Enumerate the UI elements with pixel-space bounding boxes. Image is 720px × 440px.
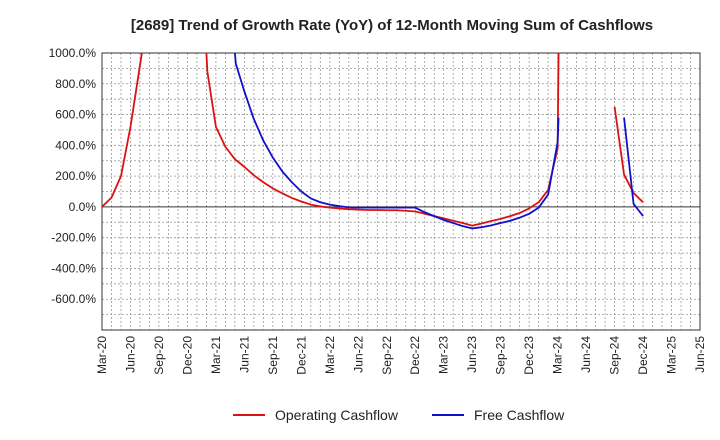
x-tick-label: Dec-22 — [408, 336, 422, 375]
x-tick-label: Sep-21 — [266, 336, 280, 375]
y-tick-label: 400.0% — [55, 138, 96, 152]
x-tick-label: Jun-20 — [123, 336, 137, 373]
x-tick-label: Dec-21 — [294, 336, 308, 375]
y-tick-label: 0.0% — [69, 200, 97, 214]
x-tick-label: Jun-24 — [579, 336, 593, 373]
plot-background — [102, 53, 700, 330]
x-tick-label: Sep-22 — [380, 336, 394, 375]
y-tick-label: 800.0% — [55, 77, 96, 91]
y-tick-label: -400.0% — [51, 261, 96, 275]
x-tick-label: Sep-24 — [608, 336, 622, 375]
legend: Operating Cashflow Free Cashflow — [233, 407, 565, 423]
x-tick-label: Mar-25 — [665, 336, 679, 374]
x-tick-label: Sep-20 — [152, 336, 166, 375]
x-tick-label: Mar-23 — [437, 336, 451, 374]
legend-label: Free Cashflow — [474, 407, 565, 423]
x-tick-label: Mar-21 — [209, 336, 223, 374]
chart-title: [2689] Trend of Growth Rate (YoY) of 12-… — [131, 17, 653, 34]
series-line-free-cashflow — [233, 53, 644, 230]
plot-frame — [101, 52, 701, 331]
x-tick-label: Mar-22 — [323, 336, 337, 374]
plot-area: 1000.0% 800.0% 600.0% 400.0% 200.0% 0.0% -200.… — [49, 46, 707, 375]
x-tick-label: Jun-25 — [693, 336, 707, 373]
y-tick-label: 200.0% — [55, 169, 96, 183]
x-tick-label: Jun-21 — [237, 336, 251, 373]
series-line-operating-cashflow — [102, 53, 644, 227]
x-tick-label: Dec-20 — [180, 336, 194, 375]
legend-label: Operating Cashflow — [275, 407, 399, 423]
y-tick-label: -200.0% — [51, 231, 96, 245]
y-tick-label: -600.0% — [51, 292, 96, 306]
x-tick-label: Dec-23 — [522, 336, 536, 375]
y-tick-label: 600.0% — [55, 108, 96, 122]
y-tick-label: 1000.0% — [49, 46, 97, 60]
x-tick-label: Jun-23 — [465, 336, 479, 373]
x-tick-label: Dec-24 — [636, 336, 650, 375]
x-tick-label: Sep-23 — [494, 336, 508, 375]
x-tick-label: Mar-20 — [95, 336, 109, 374]
x-tick-label: Mar-24 — [551, 336, 565, 374]
x-tick-label: Jun-22 — [351, 336, 365, 373]
